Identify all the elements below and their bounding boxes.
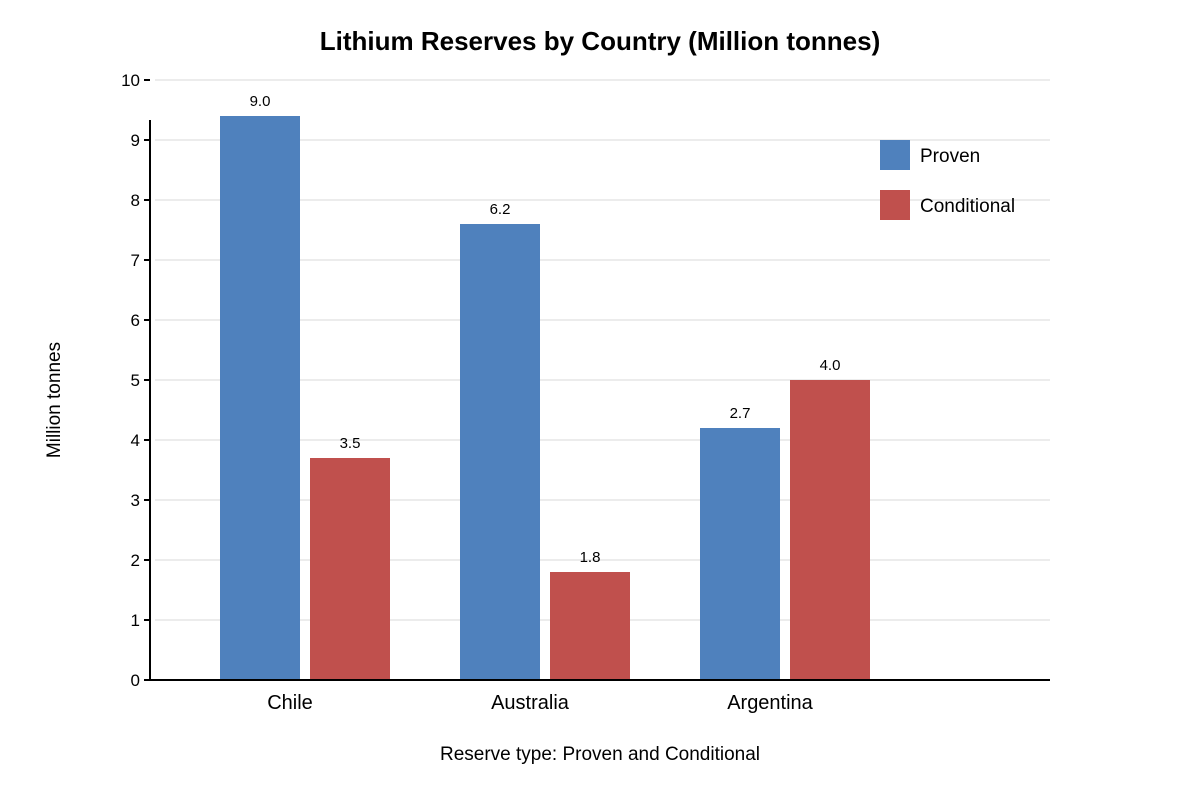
- y-tick-label: 4: [131, 431, 140, 450]
- y-tick-label: 5: [131, 371, 140, 390]
- data-label: 2.7: [730, 405, 751, 422]
- data-label: 9.0: [250, 93, 271, 110]
- x-tick-label: Argentina: [727, 692, 813, 714]
- y-tick-label: 6: [131, 311, 140, 330]
- bar-proven-argentina: [700, 428, 780, 680]
- legend-label: Proven: [920, 146, 980, 167]
- data-label: 3.5: [340, 435, 361, 452]
- y-tick-label: 3: [131, 491, 140, 510]
- grid-lines: [155, 79, 1050, 621]
- legend-swatch: [880, 190, 910, 220]
- y-tick-label: 8: [131, 191, 140, 210]
- axes: 0 1 2 3 4 5 6 7 8 9 10 Chile Australia Argentina: [121, 71, 1050, 714]
- y-tick-label: 7: [131, 251, 140, 270]
- bars: [220, 116, 870, 680]
- y-axis-title: Million tonnes: [44, 342, 65, 458]
- chart-title: Lithium Reserves by Country (Million ton…: [320, 26, 881, 56]
- bar-conditional-australia: [550, 572, 630, 680]
- y-tick-label: 2: [131, 551, 140, 570]
- x-tick-label: Australia: [491, 692, 570, 714]
- y-tick-label: 9: [131, 131, 140, 150]
- bar-conditional-chile: [310, 458, 390, 680]
- data-label: 1.8: [580, 549, 601, 566]
- bar-proven-chile: [220, 116, 300, 680]
- legend: Proven Conditional: [880, 140, 1015, 220]
- data-label: 6.2: [490, 201, 511, 218]
- data-labels: 9.0 3.5 6.2 1.8 2.7 4.0: [250, 93, 841, 566]
- legend-label: Conditional: [920, 196, 1015, 217]
- data-label: 4.0: [820, 357, 841, 374]
- y-tick-label: 10: [121, 71, 140, 90]
- legend-swatch: [880, 140, 910, 170]
- bar-conditional-argentina: [790, 380, 870, 680]
- bar-proven-australia: [460, 224, 540, 680]
- y-tick-label: 0: [131, 671, 140, 690]
- y-tick-label: 1: [131, 611, 140, 630]
- x-axis-title: Reserve type: Proven and Conditional: [440, 744, 760, 765]
- x-tick-label: Chile: [267, 692, 313, 714]
